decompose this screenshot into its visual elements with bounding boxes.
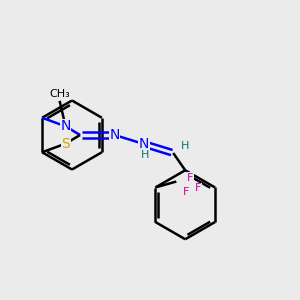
Text: S: S [61,136,70,151]
Text: F: F [195,183,201,193]
Text: H: H [141,150,150,161]
Text: N: N [139,137,149,151]
Text: F: F [183,187,189,197]
Text: CH₃: CH₃ [49,89,70,99]
Text: F: F [187,173,193,183]
Text: N: N [110,128,120,142]
Text: H: H [180,141,189,152]
Text: N: N [60,119,71,134]
